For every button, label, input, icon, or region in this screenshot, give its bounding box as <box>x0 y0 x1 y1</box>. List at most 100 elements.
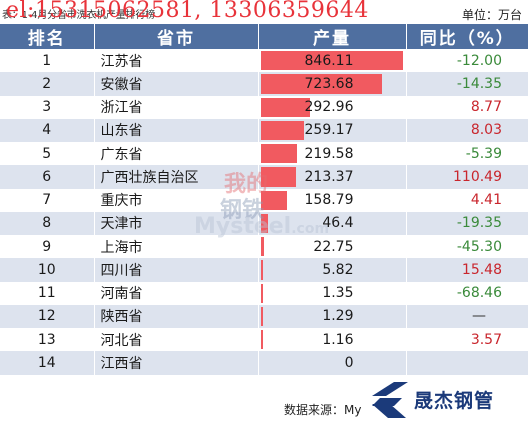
table-row: 14 江西省 0 <box>0 351 528 375</box>
rank-cell: 7 <box>0 188 95 212</box>
yoy-cell: 8.03 <box>406 118 528 142</box>
production-cell: 219.58 <box>258 142 407 166</box>
rank-cell: 9 <box>0 235 95 259</box>
production-cell: 1.29 <box>258 304 407 328</box>
table-row: 2 安徽省 723.68 -14.35 <box>0 72 528 96</box>
table-row: 1 江苏省 846.11 -12.00 <box>0 49 528 73</box>
production-cell: 723.68 <box>258 72 407 96</box>
table-row: 7 重庆市 158.79 4.41 <box>0 188 528 212</box>
yoy-cell <box>406 351 528 375</box>
header-row: 排名 省市 产量 同比（%） <box>0 24 528 49</box>
phone-overlay-text: el:15315062581, 13306359644 <box>6 0 369 23</box>
province-cell: 陕西省 <box>94 304 259 328</box>
yoy-cell: -5.39 <box>406 142 528 166</box>
production-ranking-table: 排名 省市 产量 同比（%） 1 江苏省 846.11 -12.00 2 安徽省 723.6… <box>0 24 528 375</box>
production-cell: 5.82 <box>258 258 407 282</box>
province-cell: 山东省 <box>94 118 259 142</box>
province-cell: 河北省 <box>94 328 259 352</box>
production-bar <box>260 144 298 164</box>
production-value: 846.11 <box>304 52 354 69</box>
header-province: 省市 <box>94 24 259 49</box>
header-yoy: 同比（%） <box>406 24 528 49</box>
brand-name: 晟杰钢管 <box>412 386 497 413</box>
rank-cell: 6 <box>0 165 95 189</box>
production-cell: 213.37 <box>258 165 407 189</box>
production-cell: 158.79 <box>258 188 407 212</box>
production-bar <box>260 283 263 303</box>
province-cell: 广东省 <box>94 142 259 166</box>
province-cell: 浙江省 <box>94 95 259 119</box>
yoy-cell: -12.00 <box>406 49 528 73</box>
yoy-cell: 110.49 <box>406 165 528 189</box>
data-source-label: 数据来源：My <box>284 403 362 417</box>
production-value: 213.37 <box>304 168 354 185</box>
top-bar: 表：1-4月分省市洗衣机产量排行榜 el:15315062581, 133063… <box>0 0 528 24</box>
production-bar <box>260 260 263 280</box>
rank-cell: 14 <box>0 351 95 375</box>
yoy-cell: 3.57 <box>406 328 528 352</box>
rank-cell: 8 <box>0 211 95 235</box>
production-value: 1.35 <box>322 285 354 302</box>
province-cell: 重庆市 <box>94 188 259 212</box>
production-cell: 46.4 <box>258 211 407 235</box>
rank-cell: 3 <box>0 95 95 119</box>
table-row: 5 广东省 219.58 -5.39 <box>0 142 528 166</box>
header-rank: 排名 <box>0 24 95 49</box>
production-value: 158.79 <box>304 192 354 209</box>
rank-cell: 13 <box>0 328 95 352</box>
table-row: 10 四川省 5.82 15.48 <box>0 258 528 282</box>
production-value: 259.17 <box>304 122 354 139</box>
table-row: 12 陕西省 1.29 — <box>0 304 528 328</box>
production-bar <box>260 213 269 233</box>
table-row: 6 广西壮族自治区 213.37 110.49 <box>0 165 528 189</box>
province-cell: 广西壮族自治区 <box>94 165 259 189</box>
yoy-cell: -19.35 <box>406 211 528 235</box>
production-value: 1.16 <box>322 331 354 348</box>
production-value: 219.58 <box>304 145 354 162</box>
production-value: 22.75 <box>313 238 354 255</box>
header-production: 产量 <box>258 24 407 49</box>
province-cell: 江西省 <box>94 351 259 375</box>
province-cell: 安徽省 <box>94 72 259 96</box>
rank-cell: 2 <box>0 72 95 96</box>
production-value: 5.82 <box>322 261 354 278</box>
province-cell: 天津市 <box>94 211 259 235</box>
table-body: 1 江苏省 846.11 -12.00 2 安徽省 723.68 -14.35 3 浙江省 292.… <box>0 49 528 375</box>
yoy-cell: 15.48 <box>406 258 528 282</box>
province-cell: 河南省 <box>94 281 259 305</box>
production-cell: 1.35 <box>258 281 407 305</box>
rank-cell: 11 <box>0 281 95 305</box>
yoy-cell: -14.35 <box>406 72 528 96</box>
yoy-cell: 4.41 <box>406 188 528 212</box>
table-row: 9 上海市 22.75 -45.30 <box>0 235 528 259</box>
production-cell: 0 <box>258 351 407 375</box>
unit-label: 单位：万台 <box>461 8 522 22</box>
production-bar <box>260 237 265 257</box>
production-value: 723.68 <box>304 75 354 92</box>
province-cell: 江苏省 <box>94 49 259 73</box>
production-bar <box>260 306 263 326</box>
table-row: 8 天津市 46.4 -19.35 <box>0 211 528 235</box>
production-bar <box>260 120 304 140</box>
rank-cell: 1 <box>0 49 95 73</box>
yoy-cell: -68.46 <box>406 281 528 305</box>
rank-cell: 5 <box>0 142 95 166</box>
production-value: 0 <box>344 354 354 371</box>
province-cell: 上海市 <box>94 235 259 259</box>
production-bar <box>260 51 403 71</box>
production-cell: 259.17 <box>258 118 407 142</box>
production-value: 292.96 <box>304 99 354 116</box>
brand-mark-icon <box>372 382 408 418</box>
production-cell: 1.16 <box>258 328 407 352</box>
yoy-cell: — <box>406 304 528 328</box>
yoy-cell: 8.77 <box>406 95 528 119</box>
rank-cell: 4 <box>0 118 95 142</box>
production-bar <box>260 190 288 210</box>
rank-cell: 12 <box>0 304 95 328</box>
production-value: 1.29 <box>322 308 354 325</box>
yoy-cell: -45.30 <box>406 235 528 259</box>
production-cell: 846.11 <box>258 49 407 73</box>
production-cell: 22.75 <box>258 235 407 259</box>
table-caption: 表：1-4月分省市洗衣机产量排行榜 <box>2 10 155 21</box>
production-bar <box>260 330 263 350</box>
